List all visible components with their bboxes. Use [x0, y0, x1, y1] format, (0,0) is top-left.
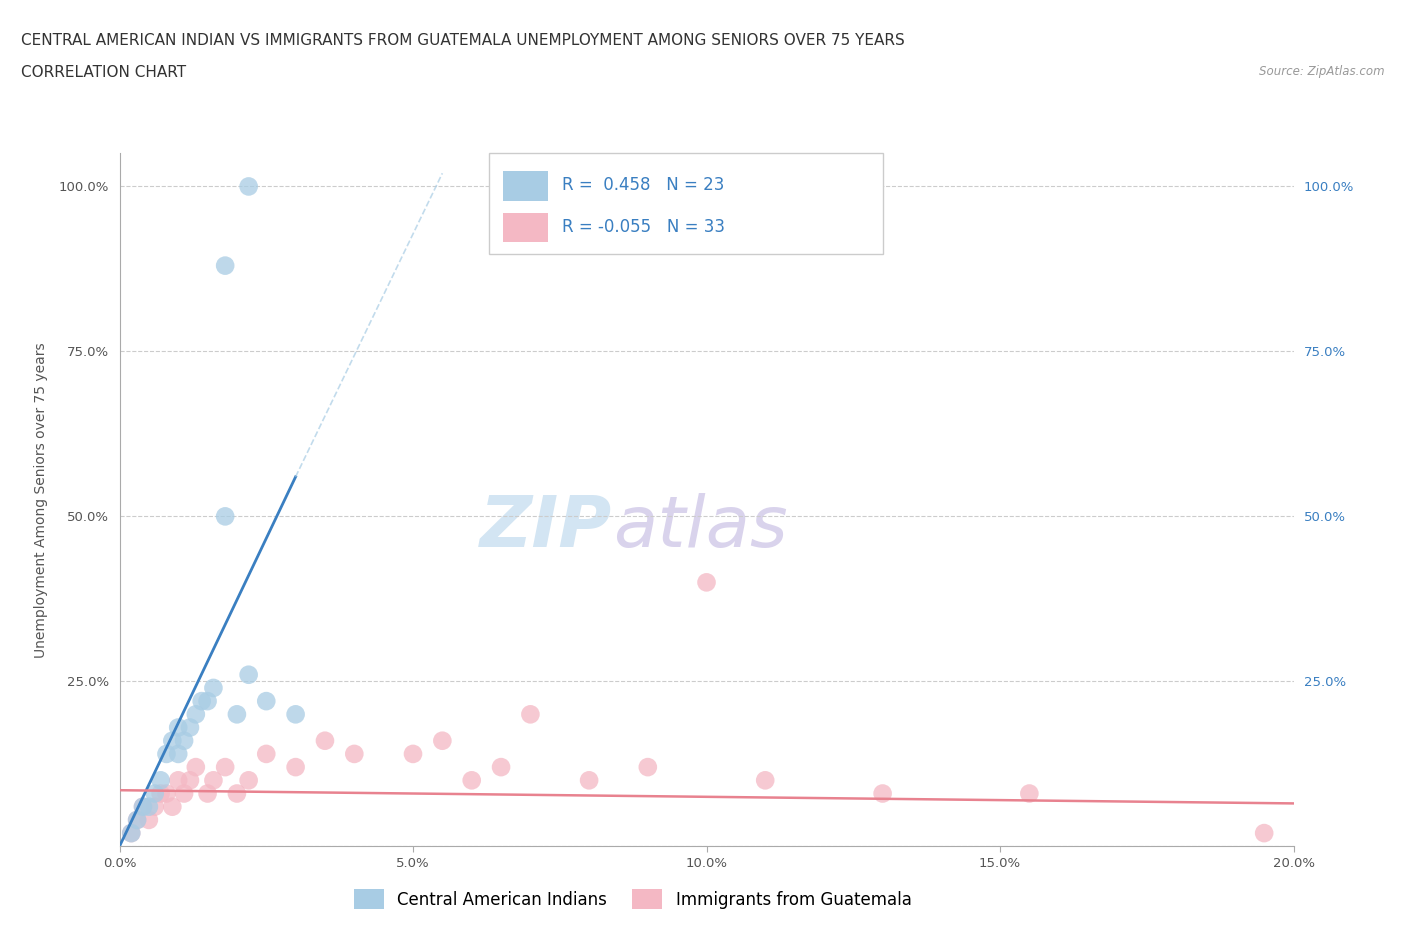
- Point: [167, 773, 190, 788]
- Point: [132, 799, 155, 814]
- Point: [197, 694, 219, 709]
- Point: [578, 773, 600, 788]
- Point: [225, 707, 249, 722]
- Point: [284, 707, 307, 722]
- Point: [143, 799, 166, 814]
- Point: [155, 786, 177, 801]
- Point: [127, 813, 149, 828]
- Point: [184, 760, 207, 775]
- Point: [202, 681, 225, 696]
- Point: [120, 826, 142, 841]
- Point: [225, 786, 249, 801]
- Text: R =  0.458   N = 23: R = 0.458 N = 23: [562, 177, 724, 194]
- Point: [167, 720, 190, 735]
- Point: [138, 799, 160, 814]
- Legend: Central American Indians, Immigrants from Guatemala: Central American Indians, Immigrants fro…: [346, 881, 920, 917]
- Point: [519, 707, 541, 722]
- Text: ZIP: ZIP: [481, 493, 613, 562]
- Point: [696, 575, 718, 590]
- Text: CENTRAL AMERICAN INDIAN VS IMMIGRANTS FROM GUATEMALA UNEMPLOYMENT AMONG SENIORS : CENTRAL AMERICAN INDIAN VS IMMIGRANTS FR…: [21, 33, 905, 47]
- Text: Source: ZipAtlas.com: Source: ZipAtlas.com: [1260, 65, 1385, 78]
- Point: [167, 747, 190, 762]
- Point: [254, 747, 277, 762]
- Point: [402, 747, 425, 762]
- Point: [238, 668, 260, 683]
- Point: [120, 826, 142, 841]
- Point: [155, 747, 177, 762]
- Text: CORRELATION CHART: CORRELATION CHART: [21, 65, 186, 80]
- Point: [872, 786, 894, 801]
- Point: [173, 733, 195, 748]
- Point: [637, 760, 659, 775]
- Point: [1253, 826, 1275, 841]
- Point: [314, 733, 336, 748]
- Point: [254, 694, 277, 709]
- Point: [190, 694, 212, 709]
- Point: [214, 259, 236, 273]
- Point: [489, 760, 512, 775]
- Point: [197, 786, 219, 801]
- Point: [1018, 786, 1040, 801]
- Point: [132, 799, 155, 814]
- Point: [162, 733, 184, 748]
- Point: [173, 786, 195, 801]
- Point: [202, 773, 225, 788]
- Point: [432, 733, 454, 748]
- FancyBboxPatch shape: [503, 171, 548, 201]
- Point: [238, 179, 260, 193]
- Point: [184, 707, 207, 722]
- FancyBboxPatch shape: [503, 213, 548, 242]
- Point: [214, 509, 236, 524]
- Point: [138, 813, 160, 828]
- Point: [343, 747, 366, 762]
- Point: [460, 773, 484, 788]
- Point: [162, 799, 184, 814]
- Text: R = -0.055   N = 33: R = -0.055 N = 33: [562, 218, 725, 236]
- FancyBboxPatch shape: [489, 153, 883, 254]
- Text: atlas: atlas: [613, 493, 787, 562]
- Point: [143, 786, 166, 801]
- Point: [127, 813, 149, 828]
- Point: [149, 786, 172, 801]
- Point: [754, 773, 776, 788]
- Point: [238, 773, 260, 788]
- Point: [179, 773, 201, 788]
- Point: [284, 760, 307, 775]
- Point: [179, 720, 201, 735]
- Y-axis label: Unemployment Among Seniors over 75 years: Unemployment Among Seniors over 75 years: [34, 342, 48, 658]
- Point: [214, 760, 236, 775]
- Point: [149, 773, 172, 788]
